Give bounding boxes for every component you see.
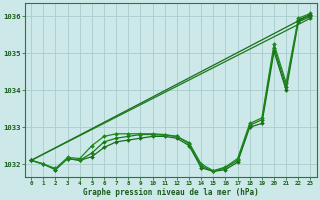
X-axis label: Graphe pression niveau de la mer (hPa): Graphe pression niveau de la mer (hPa)	[83, 188, 259, 197]
